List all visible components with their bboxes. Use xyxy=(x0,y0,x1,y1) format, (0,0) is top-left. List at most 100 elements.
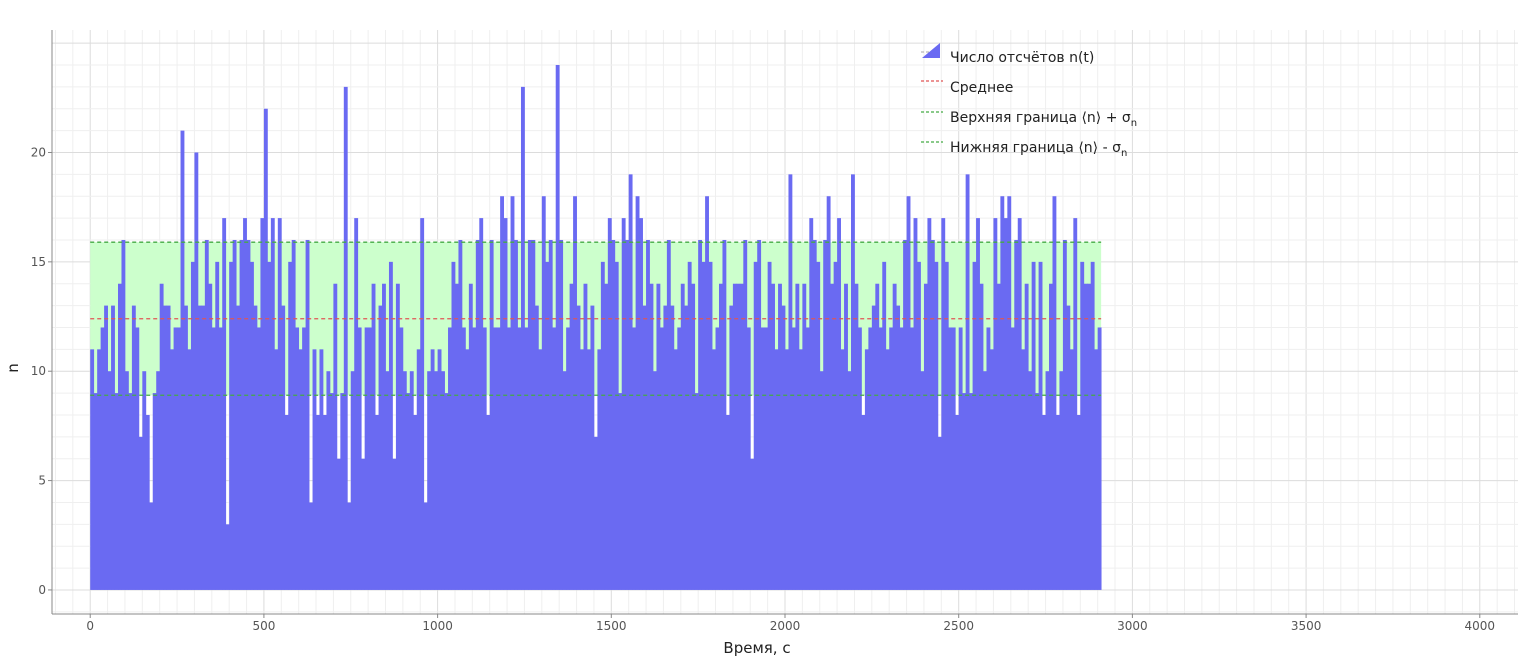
bar xyxy=(989,349,994,590)
bar xyxy=(576,305,581,590)
bar xyxy=(263,108,268,590)
y-tick-label: 20 xyxy=(31,145,46,159)
bar xyxy=(458,239,463,590)
x-axis-ticks: 0 500 1000 1500 2000 2500 3000 3500 4000 xyxy=(86,614,1495,633)
bar xyxy=(201,305,206,590)
bar xyxy=(1094,349,1099,590)
bar xyxy=(361,458,366,590)
bar xyxy=(722,239,727,590)
bar xyxy=(955,414,960,590)
bar xyxy=(903,239,907,590)
bar xyxy=(732,283,737,590)
bar xyxy=(785,349,789,590)
bars xyxy=(90,64,1102,590)
bar xyxy=(875,283,880,590)
bar xyxy=(771,283,775,590)
y-axis-ticks: 0 5 10 15 20 xyxy=(31,145,52,597)
bar xyxy=(395,283,400,590)
bar xyxy=(441,371,445,590)
bar xyxy=(454,283,459,590)
bar xyxy=(270,218,275,590)
x-tick-label: 0 xyxy=(86,619,94,633)
bar xyxy=(93,393,98,590)
bar xyxy=(1017,218,1022,590)
bar xyxy=(225,524,230,590)
bar xyxy=(1069,349,1074,590)
bar xyxy=(861,414,866,590)
bar xyxy=(319,349,324,590)
bar xyxy=(996,283,1001,590)
bar xyxy=(607,218,612,590)
bar xyxy=(1083,283,1088,590)
bar xyxy=(812,239,817,590)
bar xyxy=(586,349,591,590)
bar xyxy=(715,327,720,590)
bar xyxy=(760,327,765,590)
bar xyxy=(986,327,991,590)
bar xyxy=(260,218,265,590)
bar xyxy=(399,327,404,590)
bar xyxy=(847,371,852,590)
bar xyxy=(743,239,748,590)
bar xyxy=(580,349,584,590)
bar xyxy=(892,283,897,590)
bar xyxy=(899,327,904,590)
bar xyxy=(382,283,386,590)
bar xyxy=(298,349,303,590)
bar xyxy=(236,305,240,590)
bar xyxy=(684,305,689,590)
bar xyxy=(920,371,925,590)
bar xyxy=(229,261,234,590)
bar xyxy=(844,283,848,590)
bar xyxy=(562,371,567,590)
bar xyxy=(691,283,696,590)
bar xyxy=(969,393,973,590)
bar xyxy=(284,414,289,590)
bar xyxy=(239,239,244,590)
bar xyxy=(1028,371,1033,590)
bar xyxy=(951,327,956,590)
bar xyxy=(118,283,122,590)
bar xyxy=(340,393,345,590)
bar xyxy=(302,327,306,590)
bar xyxy=(934,261,939,590)
bar xyxy=(316,414,320,590)
bar xyxy=(496,327,501,590)
bar xyxy=(288,261,293,590)
bar xyxy=(232,239,237,590)
bar xyxy=(309,502,313,590)
bar xyxy=(868,327,873,590)
bar xyxy=(423,502,428,590)
bar xyxy=(795,283,800,590)
bar xyxy=(378,305,383,590)
bar xyxy=(124,371,129,590)
bar xyxy=(385,371,390,590)
bar xyxy=(1045,371,1050,590)
x-tick-label: 3000 xyxy=(1117,619,1148,633)
bar xyxy=(524,327,529,590)
bar xyxy=(628,174,633,590)
bar xyxy=(111,305,115,590)
x-tick-label: 500 xyxy=(252,619,275,633)
bar xyxy=(444,393,449,590)
x-tick-label: 2000 xyxy=(770,619,801,633)
bar xyxy=(1007,196,1012,590)
bar xyxy=(583,283,588,590)
bar xyxy=(152,393,157,590)
bar xyxy=(138,436,143,590)
bar xyxy=(851,174,855,590)
bar xyxy=(753,261,758,590)
bar xyxy=(305,239,310,590)
bar xyxy=(906,196,911,590)
bar xyxy=(944,261,949,590)
bar xyxy=(621,218,626,590)
bar xyxy=(712,349,716,590)
bar xyxy=(211,327,216,590)
bar xyxy=(479,218,484,590)
bar xyxy=(600,261,605,590)
bar xyxy=(222,218,227,590)
bar xyxy=(659,327,664,590)
bar xyxy=(274,349,279,590)
bar xyxy=(145,414,150,590)
